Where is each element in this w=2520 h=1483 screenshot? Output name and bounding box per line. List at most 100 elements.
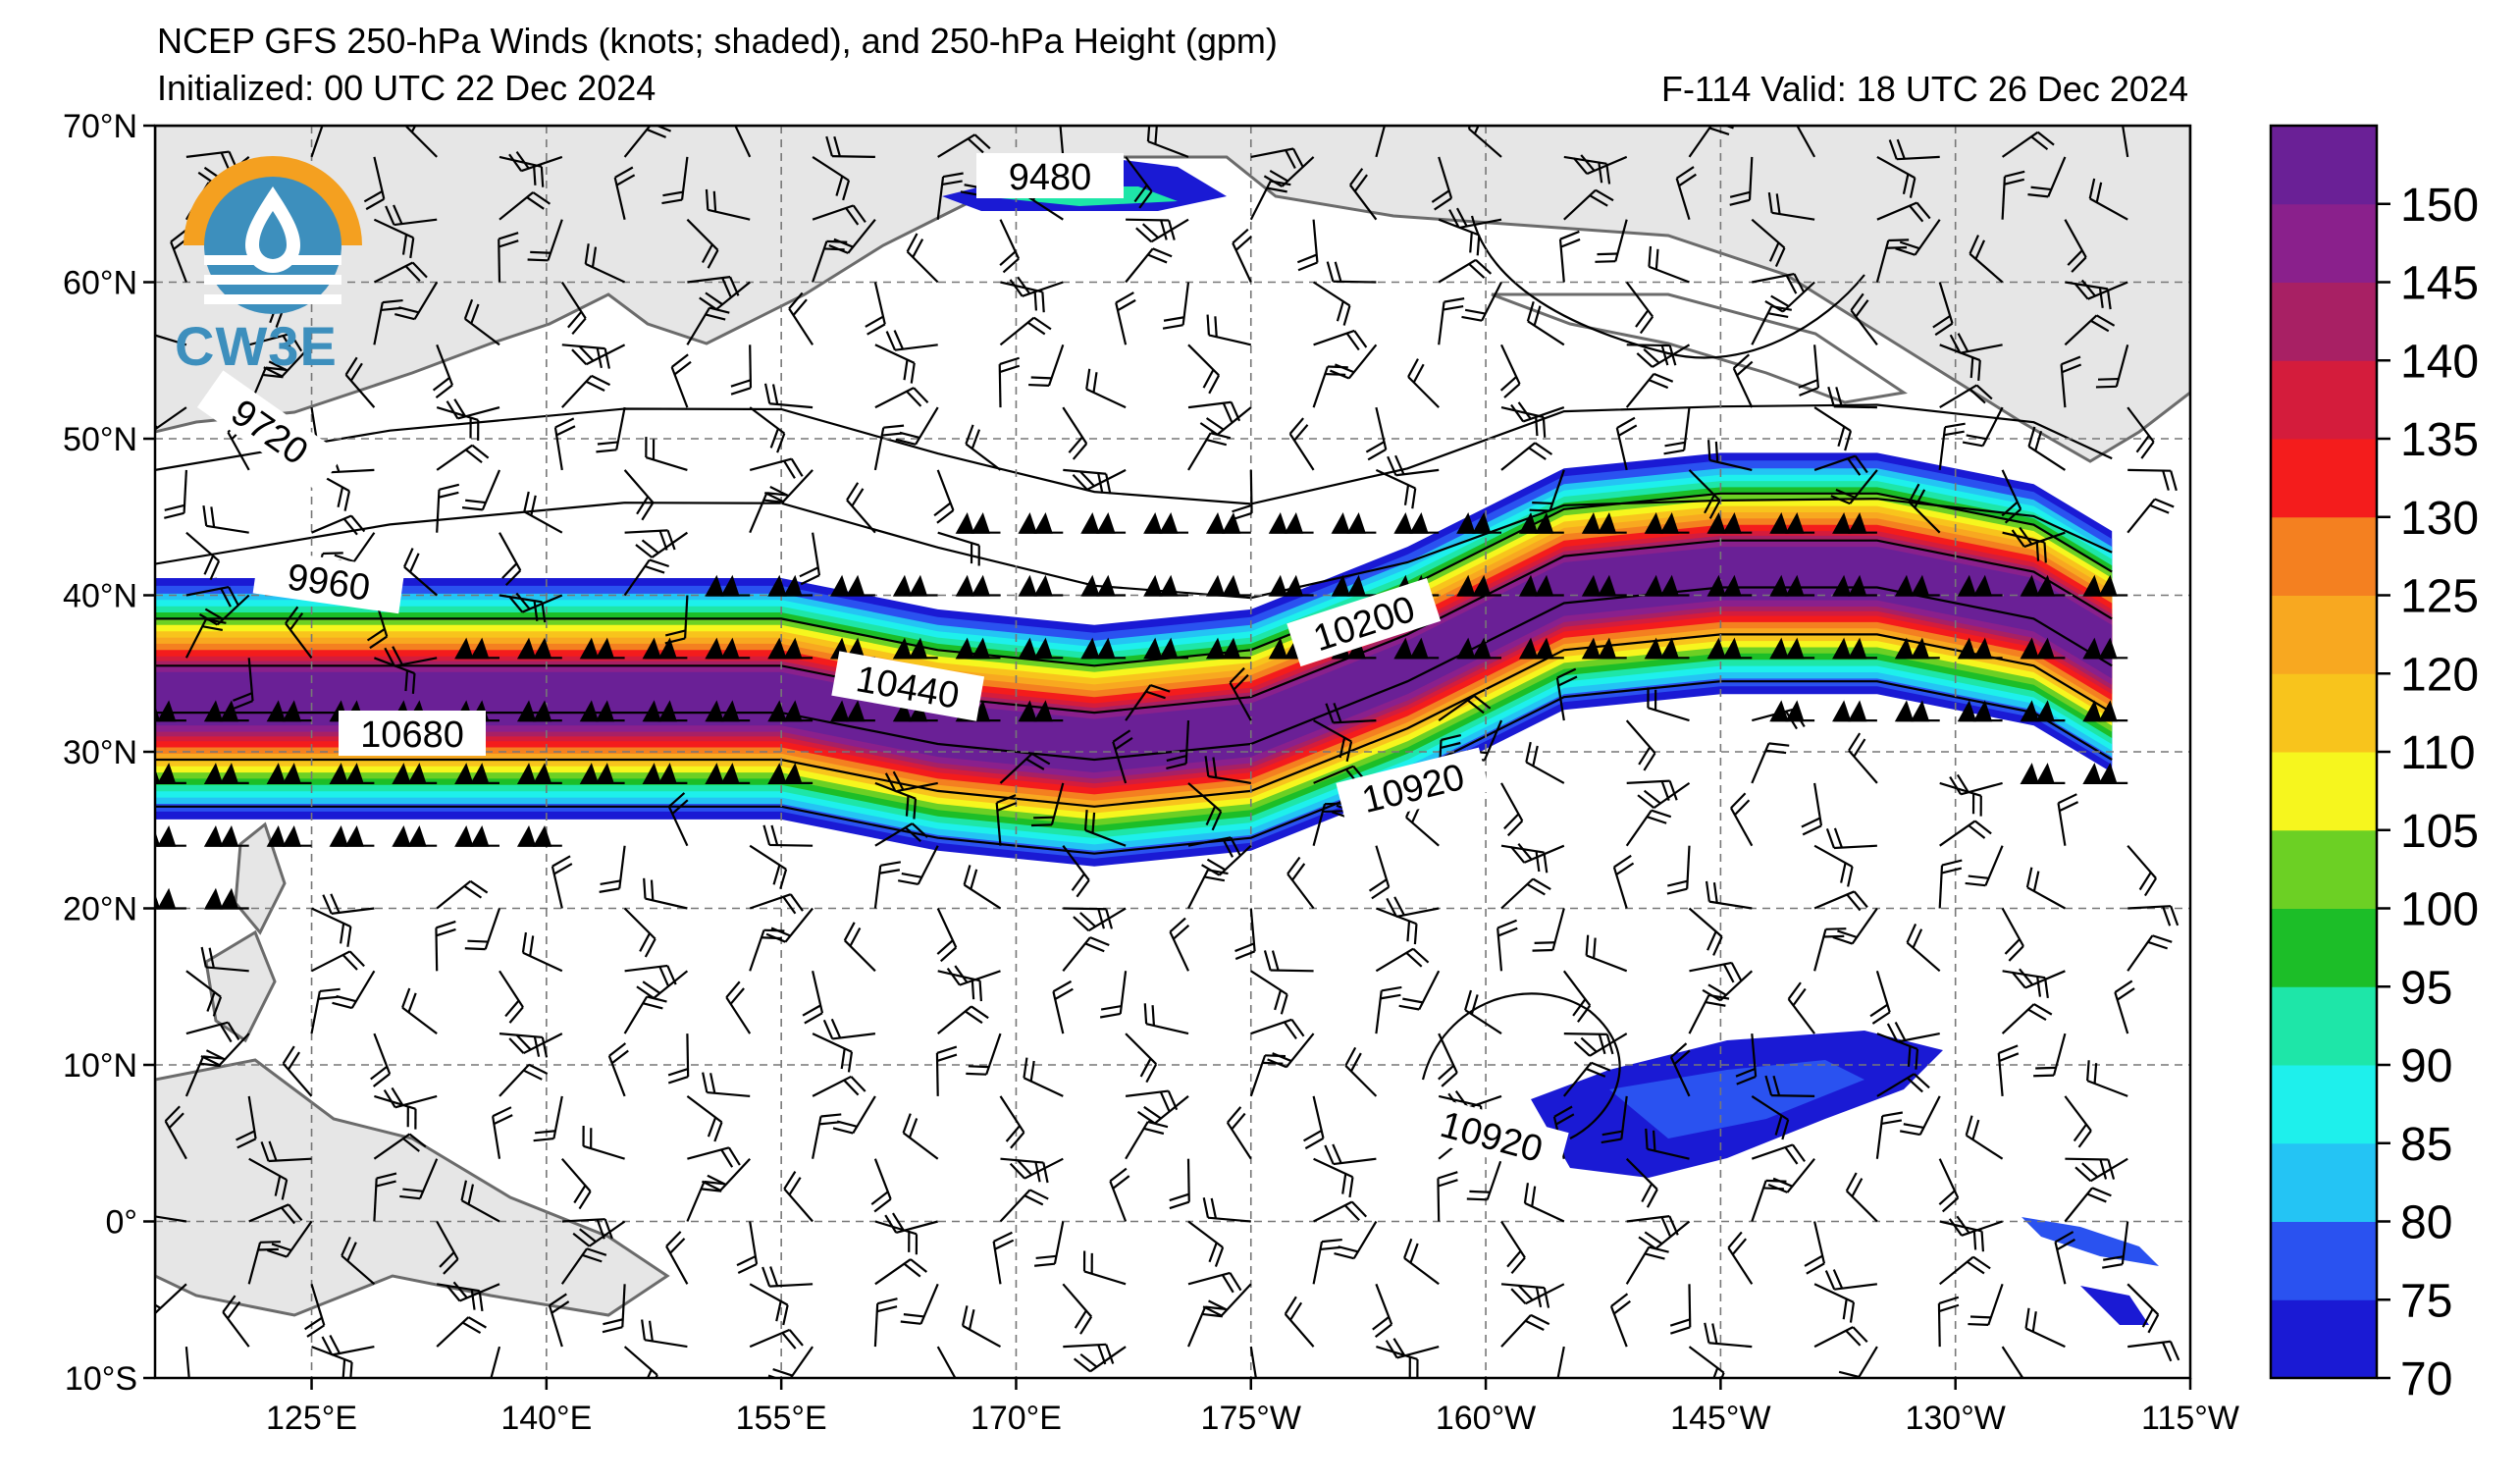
wind-barb — [1601, 1095, 1628, 1144]
wind-barb — [1644, 637, 1690, 660]
wind-barb — [999, 1189, 1049, 1223]
wind-barb — [641, 1319, 688, 1349]
wind-barb — [1563, 188, 1614, 221]
height-contour — [1470, 215, 1865, 359]
wind-barb — [1365, 406, 1388, 461]
wind-barb — [1813, 844, 1854, 887]
wind-barb — [1115, 291, 1136, 345]
wind-barb — [1957, 574, 2003, 597]
wind-barb — [1058, 126, 1065, 157]
wind-barb — [661, 156, 689, 205]
wind-barb — [765, 907, 814, 943]
wind-barb — [767, 1346, 814, 1378]
wind-barb — [374, 1094, 417, 1130]
wind-barb — [1939, 820, 1992, 847]
wind-barb — [1083, 810, 1127, 847]
wind-barb — [1023, 1057, 1064, 1097]
wind-barb — [2011, 526, 2066, 549]
wind-barb — [1669, 1284, 1692, 1335]
wind-barb — [1875, 1111, 1904, 1159]
wind-barb — [1500, 1313, 1550, 1348]
wind-barb — [1730, 792, 1754, 847]
wind-barb — [1398, 970, 1441, 1011]
wind-barb — [1080, 511, 1127, 534]
wind-barb — [1769, 637, 1815, 660]
wind-barb — [436, 1220, 459, 1275]
wind-barb — [1438, 258, 1493, 284]
wind-barb — [965, 424, 1002, 471]
lon-tick-label: 160°W — [1436, 1400, 1536, 1437]
wind-barb — [370, 1033, 392, 1087]
wind-speed-shading — [155, 452, 2113, 867]
wind-barb — [2126, 498, 2175, 534]
wind-barb — [164, 1105, 187, 1160]
wind-barb — [1625, 281, 1654, 335]
wind-barb — [1894, 700, 1940, 722]
wind-barb — [1162, 282, 1190, 330]
wind-barb — [885, 330, 938, 351]
wind-barb — [1894, 574, 1940, 597]
wind-barb — [1202, 1196, 1251, 1223]
wind-barb — [1349, 168, 1378, 221]
wind-barb — [767, 763, 814, 785]
wind-barb — [1500, 442, 1553, 471]
wind-barb — [1018, 511, 1064, 534]
wind-barb — [961, 1305, 1002, 1349]
wind-barb — [266, 824, 312, 847]
wind-barb — [1403, 1238, 1440, 1286]
wind-barb — [1288, 417, 1315, 471]
wind-barb — [1205, 511, 1251, 534]
wind-barb — [736, 1221, 759, 1275]
wind-barb — [551, 855, 573, 909]
wind-barb — [1625, 719, 1656, 771]
wind-barb — [1385, 1338, 1440, 1359]
wind-barb — [341, 1236, 376, 1286]
wind-barb — [884, 1212, 938, 1234]
wind-barb — [164, 469, 187, 519]
wind-barb — [1767, 1158, 1815, 1193]
cw3e-water-drop-logo-icon — [184, 156, 362, 314]
wind-barb — [1729, 156, 1754, 206]
wind-band — [155, 547, 2113, 773]
valid-time: F-114 Valid: 18 UTC 26 Dec 2024 — [1661, 69, 2188, 109]
wind-barb — [1848, 732, 1878, 784]
contour-label: 10680 — [339, 711, 486, 756]
wind-barb — [1438, 297, 1465, 345]
wind-barb — [1344, 1046, 1378, 1097]
wind-barb — [1555, 667, 1578, 721]
wind-barb — [749, 492, 788, 534]
wind-barb — [2088, 178, 2128, 221]
wind-barb — [1825, 827, 1877, 850]
wind-barb — [1169, 917, 1190, 972]
wind-barb — [874, 387, 929, 409]
wind-barb — [1751, 218, 1786, 268]
wind-barb — [1886, 1021, 1940, 1043]
wind-barb — [2082, 637, 2128, 660]
wind-barb — [2074, 279, 2128, 300]
wind-barb — [1827, 386, 1877, 409]
wind-barb — [492, 1106, 513, 1159]
wind-barb — [1938, 1158, 1960, 1213]
wind-barb — [1876, 1073, 1930, 1097]
wind-barb — [1143, 511, 1188, 534]
wind-barb — [155, 331, 187, 346]
wind-barb — [1187, 1220, 1225, 1267]
longitude-labels: 125°E 140°E 155°E 170°E 175°W 160°W 145°W 130°W… — [266, 1378, 2239, 1437]
wind-barb — [1706, 440, 1753, 471]
wind-barb — [1769, 511, 1815, 534]
logo-text: CW3E — [175, 315, 338, 377]
wind-barb — [1500, 1220, 1526, 1275]
wind-barb — [1031, 782, 1065, 827]
wind-barb — [1523, 1183, 1565, 1223]
wind-barb — [623, 1346, 658, 1378]
wind-barb — [2011, 968, 2066, 989]
wind-barb — [822, 1018, 876, 1040]
wind-barb — [1284, 1296, 1315, 1348]
wind-barb — [623, 907, 656, 958]
wind-barb — [1957, 637, 2003, 660]
wind-barb — [185, 1021, 240, 1043]
wind-barb — [1938, 859, 1963, 909]
contour-label: 9960 — [252, 548, 405, 614]
wind-barb — [2095, 344, 2129, 389]
wind-barb — [1663, 406, 1691, 455]
